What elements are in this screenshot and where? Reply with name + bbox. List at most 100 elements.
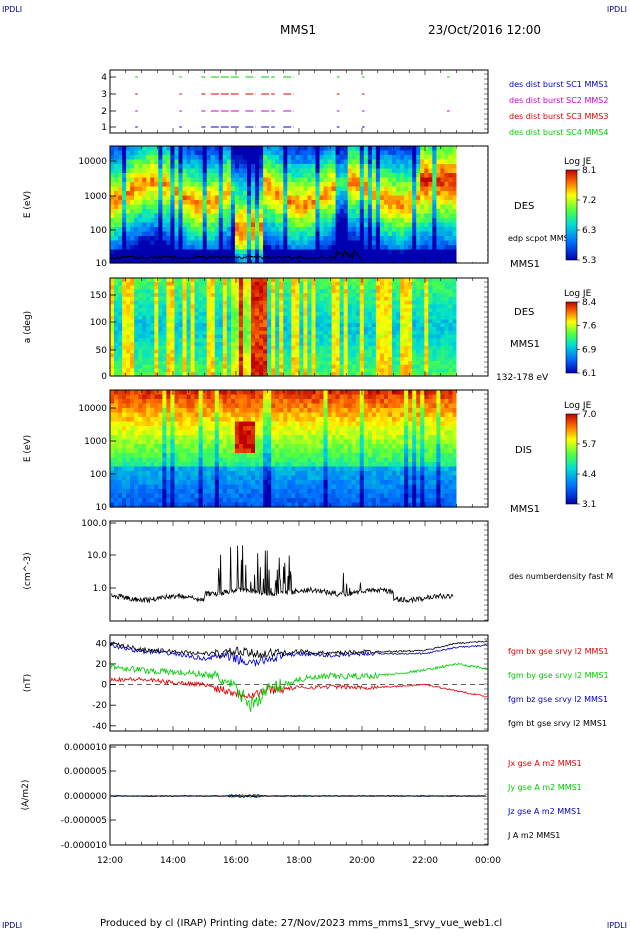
spectrogram-cell [230, 249, 236, 255]
spectrogram-cell [307, 364, 312, 370]
spectrogram-cell [424, 364, 429, 370]
spectrogram-cell [122, 289, 127, 294]
spectrogram-cell [190, 236, 196, 242]
spectrogram-cell [263, 186, 268, 192]
spectrogram-cell [331, 293, 337, 298]
colorbar-tick-label: 5.3 [582, 256, 596, 266]
spectrogram-cell [126, 368, 131, 373]
spectrogram-cell [198, 372, 204, 377]
spectrogram-cell [388, 227, 393, 233]
spectrogram-cell [331, 338, 337, 343]
spectrogram-cell [396, 155, 401, 161]
spectrogram-cell [170, 334, 175, 339]
spectrogram-cell [275, 159, 280, 165]
spectrogram-cell [251, 168, 256, 174]
spectrogram-cell [384, 368, 389, 373]
spectrogram-cell [428, 218, 433, 224]
spectrogram-cell [170, 311, 175, 317]
spectrogram-cell [291, 249, 296, 255]
spectrogram-cell [130, 308, 135, 313]
spectrogram-cell [347, 258, 353, 264]
spectrogram-cell [122, 222, 127, 228]
spectrogram-cell [138, 289, 143, 294]
spectrogram-cell [343, 231, 349, 237]
spectrogram-cell [343, 209, 349, 215]
spectrogram-cell [392, 254, 397, 260]
spectrogram-cell [327, 231, 333, 237]
spectrogram-cell [271, 293, 276, 298]
spectrogram-cell [408, 155, 413, 161]
spectrogram-cell [452, 186, 458, 192]
spectrogram-cell [263, 204, 268, 210]
spectrogram-cell [122, 236, 127, 242]
spectrogram-cell [154, 173, 159, 179]
spectrogram-cell [436, 300, 441, 305]
spectrogram-cell [331, 342, 337, 347]
spectrogram-cell [307, 357, 312, 362]
spectrogram-cell [138, 281, 143, 287]
spectrogram-cell [118, 360, 123, 366]
burst-panel-frame [109, 69, 489, 134]
spectrogram-cell [202, 249, 208, 255]
spectrogram-cell [174, 146, 180, 152]
spectrogram-cell [315, 357, 321, 362]
spectrogram-cell [251, 334, 256, 339]
spectrogram-cell [118, 258, 123, 264]
spectrogram-cell [424, 293, 429, 298]
spectrogram-cell [118, 349, 123, 354]
spectrogram-cell [375, 323, 381, 328]
spectrogram-cell [122, 327, 127, 332]
spectrogram-cell [319, 285, 325, 290]
spectrogram-cell [388, 155, 393, 161]
spectrogram-cell [146, 342, 151, 347]
spectrogram-cell [307, 327, 312, 332]
spectrogram-cell [247, 296, 252, 302]
spectrogram-cell [263, 289, 268, 294]
spectrogram-cell [448, 308, 453, 313]
spectrogram-cell [375, 249, 381, 255]
spectrogram-cell [158, 353, 163, 358]
spectrogram-cell [287, 364, 292, 370]
spectrogram-cell [206, 209, 212, 215]
spectrogram-cell [440, 345, 445, 351]
spectrogram-cell [291, 330, 296, 336]
spectrogram-cell [436, 213, 441, 219]
spectrogram-cell [279, 240, 284, 246]
spectrogram-cell [283, 204, 288, 210]
spectrogram-cell [452, 150, 458, 156]
spectrogram-cell [404, 209, 409, 215]
spectrogram-cell [339, 278, 345, 283]
spectrogram-cell [404, 349, 409, 354]
spectrogram-cell [319, 164, 325, 170]
spectrogram-cell [299, 345, 304, 351]
spectrogram-cell [371, 372, 377, 377]
spectrogram-cell [267, 364, 272, 370]
spectrogram-cell [230, 293, 236, 298]
spectrogram-cell [162, 150, 167, 156]
spectrogram-cell [347, 338, 353, 343]
spectrogram-cell [347, 186, 353, 192]
spectrogram-cell [210, 150, 216, 156]
spectrogram-cell [444, 323, 449, 328]
spectrogram-cell [323, 173, 329, 179]
spectrogram-cell [158, 146, 163, 152]
spectrogram-cell [355, 327, 361, 332]
spectrogram-cell [118, 209, 123, 215]
spectrogram-cell [428, 315, 433, 321]
spectrogram-cell [267, 311, 272, 317]
spectrogram-cell [122, 218, 127, 224]
spectrogram-cell [118, 417, 123, 423]
spectrogram-cell [255, 227, 260, 233]
spectrogram-cell [251, 308, 256, 313]
spectrogram-cell [448, 191, 453, 197]
spectrogram-cell [247, 200, 252, 206]
spectrogram-cell [202, 323, 208, 328]
spectrogram-cell [363, 281, 369, 287]
spectrogram-cell [388, 254, 393, 260]
spectrogram-cell [134, 240, 139, 246]
spectrogram-cell [355, 364, 361, 370]
spectrogram-cell [194, 164, 200, 170]
spectrogram-cell [186, 168, 192, 174]
spectrogram-cell [230, 245, 236, 251]
